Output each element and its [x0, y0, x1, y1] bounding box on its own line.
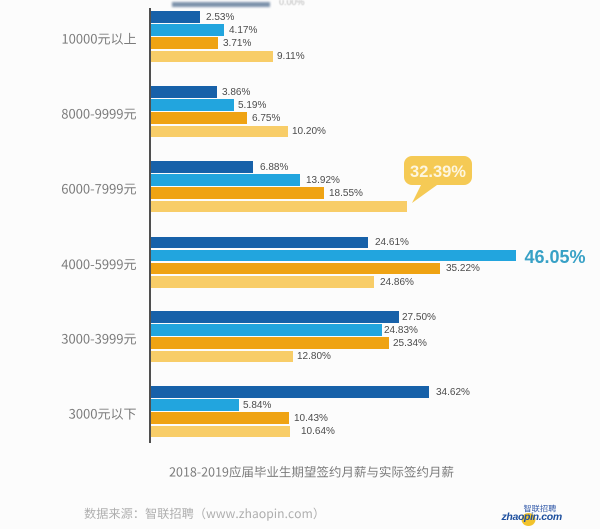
svg-text:zhaopin.com: zhaopin.com — [501, 511, 562, 523]
svg-text:32.39%: 32.39% — [410, 163, 466, 181]
